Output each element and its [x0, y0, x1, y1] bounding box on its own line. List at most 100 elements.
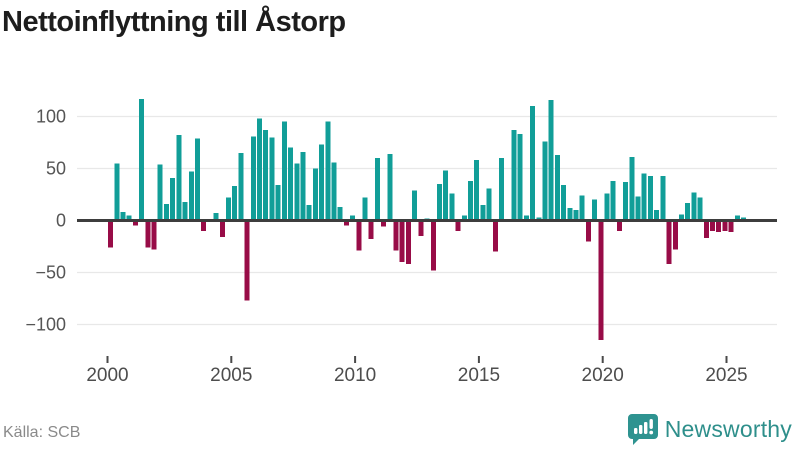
- bar: [281, 121, 287, 221]
- bar: [126, 215, 132, 221]
- x-axis-label: 2015: [458, 365, 500, 386]
- bar: [114, 163, 120, 221]
- bar: [312, 168, 318, 221]
- x-axis-label: 2020: [582, 365, 624, 386]
- bar: [362, 197, 368, 221]
- bar: [480, 204, 486, 221]
- bar: [412, 190, 418, 221]
- bar: [182, 201, 188, 221]
- bar: [474, 160, 480, 221]
- bar: [325, 121, 331, 221]
- bar: [585, 220, 591, 242]
- newsworthy-wordmark: Newsworthy: [664, 415, 792, 442]
- bar: [306, 204, 312, 221]
- bar: [430, 220, 436, 271]
- bar: [294, 163, 300, 221]
- bar: [660, 175, 666, 221]
- bar: [654, 210, 660, 221]
- bar: [722, 220, 728, 231]
- bar: [393, 220, 399, 251]
- bar: [300, 151, 306, 221]
- bar: [467, 180, 473, 221]
- bar: [499, 158, 505, 221]
- bar: [120, 212, 126, 221]
- y-axis-label: 0: [56, 211, 66, 231]
- bar: [567, 208, 573, 221]
- x-axis-label: 2005: [210, 365, 252, 386]
- bar: [275, 185, 281, 221]
- bar: [542, 141, 548, 221]
- bar: [728, 220, 734, 232]
- bar-chart-speech-bubble-icon: [627, 413, 658, 445]
- x-axis-label: 2025: [705, 365, 747, 386]
- bar: [629, 157, 635, 221]
- bar: [213, 213, 219, 221]
- bar: [716, 220, 722, 232]
- bar: [554, 154, 560, 221]
- bar: [697, 197, 703, 221]
- bar: [201, 220, 207, 231]
- bar: [381, 220, 387, 227]
- bar: [641, 173, 647, 221]
- bar: [374, 158, 380, 221]
- bar: [343, 220, 349, 226]
- bar: [741, 217, 747, 221]
- bar: [623, 182, 629, 221]
- bar: [132, 220, 138, 226]
- y-axis-label: −100: [25, 315, 66, 335]
- y-axis-label: −50: [35, 263, 66, 283]
- bar: [263, 130, 269, 221]
- bar: [573, 210, 579, 221]
- newsworthy-logo: Newsworthy: [627, 413, 792, 445]
- bar: [232, 186, 238, 221]
- y-axis-label: 50: [46, 159, 66, 179]
- bar: [492, 220, 498, 252]
- bar: [399, 220, 405, 263]
- bar: [244, 220, 250, 301]
- bar: [517, 134, 523, 221]
- bar: [350, 215, 356, 221]
- bar: [647, 175, 653, 221]
- bar: [666, 220, 672, 265]
- bar: [703, 220, 709, 239]
- x-axis-label: 2010: [334, 365, 376, 386]
- bar: [734, 215, 740, 221]
- bar: [170, 177, 176, 221]
- bar: [163, 203, 169, 221]
- bar: [678, 214, 684, 221]
- bar: [604, 193, 610, 221]
- bar: [176, 135, 182, 221]
- bar: [598, 220, 604, 341]
- bar: [691, 192, 697, 221]
- bar: [405, 220, 411, 265]
- bar: [226, 197, 231, 221]
- bar: [368, 220, 374, 240]
- bar: [331, 162, 337, 221]
- bar: [511, 130, 517, 221]
- bar: [436, 184, 442, 221]
- bar: [139, 98, 145, 221]
- bar: [592, 199, 598, 221]
- bar: [548, 99, 554, 221]
- bar: [108, 220, 114, 248]
- page-title: Nettoinflyttning till Åstorp: [2, 6, 346, 38]
- bar: [449, 193, 455, 221]
- bar: [151, 220, 157, 250]
- bar: [616, 220, 622, 231]
- x-axis-label: 2000: [86, 365, 128, 386]
- bar: [635, 196, 641, 221]
- bar: [194, 138, 200, 221]
- bar: [257, 118, 263, 221]
- bar: [387, 153, 393, 221]
- bar: [188, 171, 194, 221]
- source-label: Källa: SCB: [3, 424, 81, 441]
- bar: [685, 202, 691, 221]
- bar: [238, 152, 244, 221]
- bar: [455, 220, 461, 231]
- bar: [337, 206, 343, 221]
- bar: [672, 220, 678, 250]
- bar: [536, 217, 542, 221]
- bar: [145, 220, 151, 248]
- bar: [523, 215, 529, 221]
- bar: [610, 180, 616, 221]
